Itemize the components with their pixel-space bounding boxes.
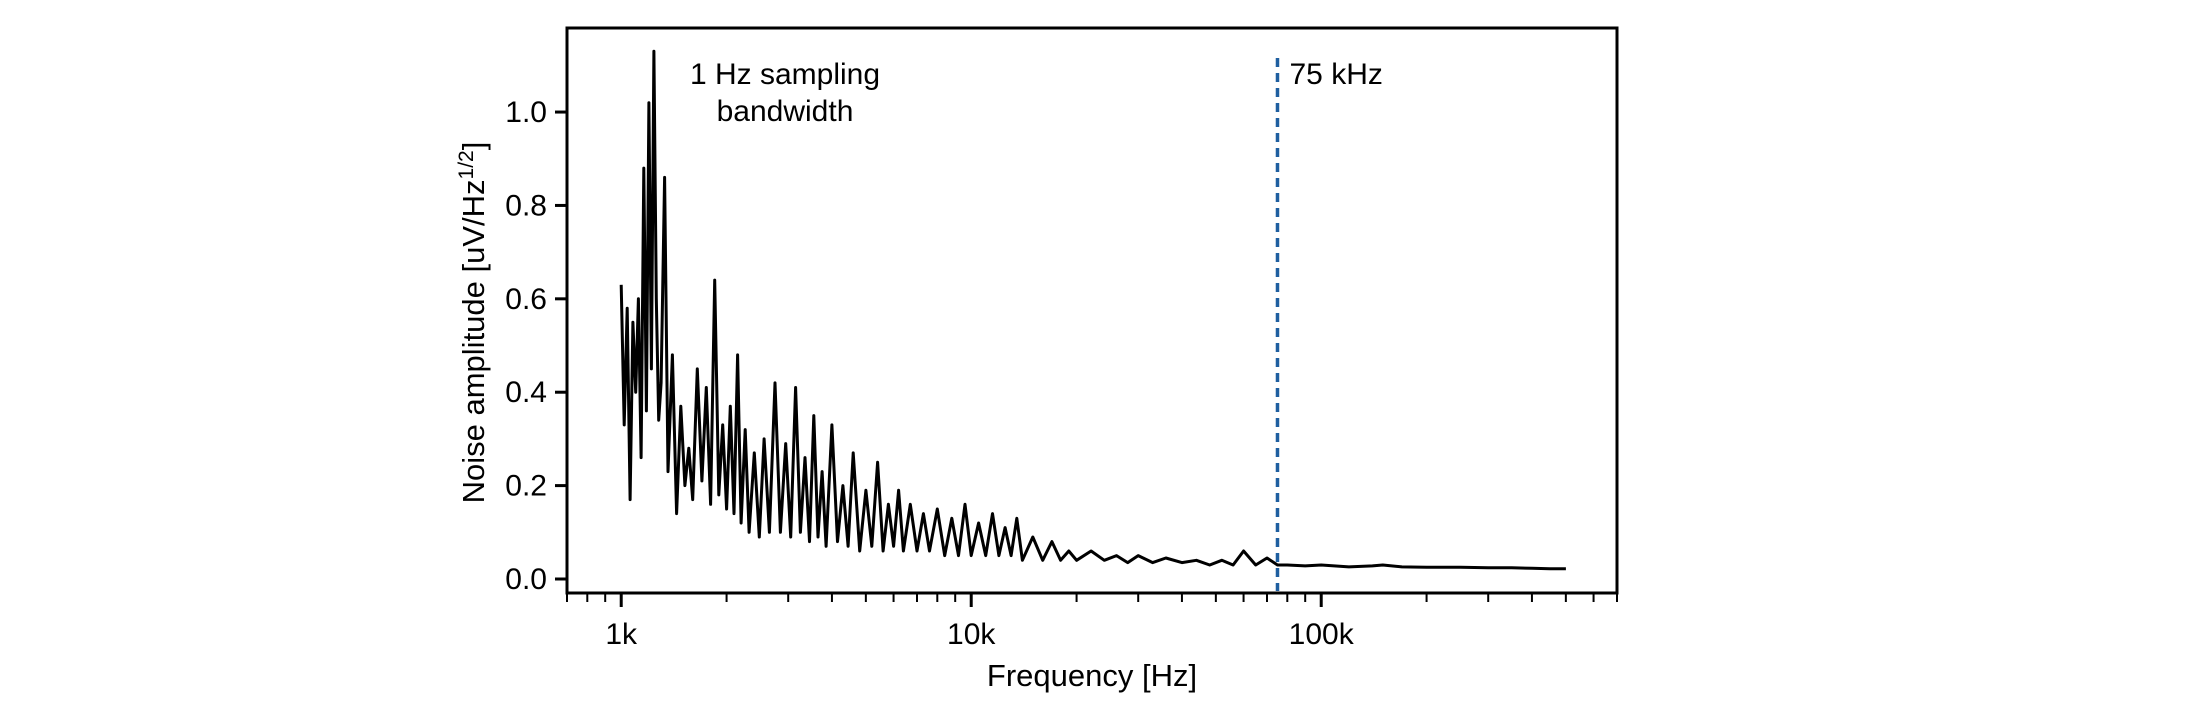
y-tick-label: 0.0 <box>505 563 547 596</box>
y-axis-title: Noise amplitude [uV/Hz1/2] <box>455 142 491 504</box>
x-tick-label: 100k <box>1289 618 1355 651</box>
y-tick-label: 0.4 <box>505 376 547 409</box>
y-tick-label: 1.0 <box>505 96 547 129</box>
plot-area <box>619 49 1566 591</box>
y-tick-label: 0.8 <box>505 189 547 222</box>
noise-series-line-0 <box>619 49 1566 571</box>
bandwidth-annotation-line1: 1 Hz sampling <box>690 58 880 91</box>
x-axis-title: Frequency [Hz] <box>987 658 1197 693</box>
y-tick-label: 0.6 <box>505 283 547 316</box>
y-axis-title-suffix: ] <box>456 142 491 151</box>
plot-frame <box>565 26 1619 595</box>
x-tick-label: 10k <box>947 618 996 651</box>
cutoff-frequency-label: 75 kHz <box>1289 58 1382 91</box>
y-tick-label: 0.2 <box>505 470 547 503</box>
axis-ticks: 0.0 0.2 0.4 0.6 0.8 1.0 1k 10k 100k <box>505 96 1618 651</box>
y-axis-title-main: Noise amplitude [uV/Hz <box>456 179 491 503</box>
x-tick-label: 1k <box>605 618 638 651</box>
bandwidth-annotation-line2: bandwidth <box>717 95 854 128</box>
y-axis-title-superscript: 1/2 <box>455 150 478 179</box>
